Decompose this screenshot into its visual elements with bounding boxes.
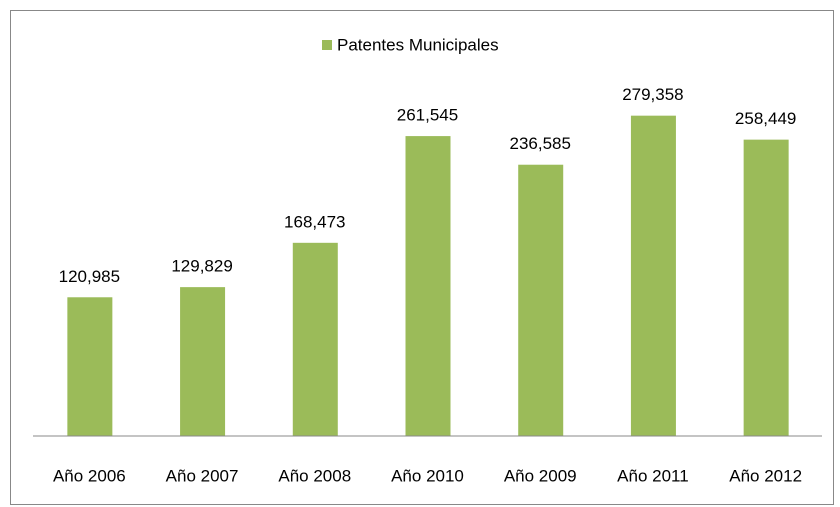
bar	[518, 164, 564, 436]
bar	[743, 139, 789, 436]
value-label: 168,473	[284, 212, 345, 231]
legend-label: Patentes Municipales	[337, 35, 499, 54]
x-tick-label: Año 2010	[391, 466, 464, 485]
value-label: 129,829	[171, 257, 232, 276]
value-label: 120,985	[59, 267, 120, 286]
bar	[67, 297, 113, 436]
value-label: 261,545	[397, 106, 458, 125]
x-tick-label: Año 2009	[504, 466, 577, 485]
bar	[292, 242, 338, 436]
x-tick-label: Año 2012	[729, 466, 802, 485]
bar	[630, 115, 676, 436]
x-tick-label: Año 2006	[53, 466, 126, 485]
value-label: 279,358	[622, 85, 683, 104]
legend-swatch	[322, 40, 332, 50]
x-tick-label: Año 2007	[166, 466, 239, 485]
bar	[405, 136, 451, 436]
x-tick-label: Año 2011	[617, 466, 689, 485]
bar	[180, 287, 226, 436]
value-label: 258,449	[735, 109, 796, 128]
x-tick-label: Año 2008	[278, 466, 351, 485]
value-label: 236,585	[509, 134, 570, 153]
